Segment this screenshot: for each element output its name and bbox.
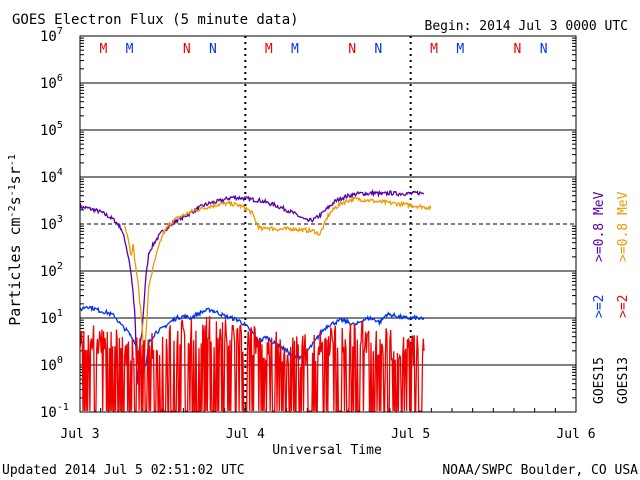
series-goes13-2-mev xyxy=(79,316,425,412)
series-group xyxy=(79,188,432,412)
y-label-sup-1: -2 xyxy=(7,205,18,217)
marker-n: N xyxy=(183,42,191,57)
y-label-s: s xyxy=(6,196,24,205)
marker-m: M xyxy=(265,42,273,57)
y-label-sup-3: -1 xyxy=(7,154,18,166)
legend-goes15: GOES15 xyxy=(592,357,607,404)
y-tick-label: 106 xyxy=(40,73,63,92)
y-label-sup-2: -1 xyxy=(7,184,18,196)
marker-m: M xyxy=(126,42,134,57)
x-tick-label: Jul 4 xyxy=(226,427,265,442)
legend-goes15-low: >=2 xyxy=(592,295,607,318)
y-axis-label: Particles cm-2s-1sr-1 xyxy=(6,154,24,326)
marker-m: M xyxy=(430,42,438,57)
marker-m: M xyxy=(291,42,299,57)
y-tick-label: 100 xyxy=(40,355,63,374)
legend-goes13: GOES13 xyxy=(616,357,631,404)
marker-m: M xyxy=(100,42,108,57)
y-tick-label: 10-1 xyxy=(40,402,69,421)
marker-n: N xyxy=(348,42,356,57)
series-goes15-0-8-mev xyxy=(79,188,425,385)
marker-n: N xyxy=(374,42,382,57)
y-tick-label: 105 xyxy=(40,120,63,139)
marker-n: N xyxy=(209,42,217,57)
x-tick-label: Jul 5 xyxy=(391,427,430,442)
marker-m: M xyxy=(456,42,464,57)
chart-title: GOES Electron Flux (5 minute data) xyxy=(12,12,299,28)
series-goes13-0-8-mev xyxy=(124,196,432,355)
legend-goes13-high: >=0.8 MeV xyxy=(616,191,631,262)
updated-time: Updated 2014 Jul 5 02:51:02 UTC xyxy=(2,463,245,478)
y-tick-label: 107 xyxy=(40,26,63,45)
begin-time: Begin: 2014 Jul 3 0000 UTC xyxy=(425,19,629,34)
x-tick-label: Jul 6 xyxy=(556,427,595,442)
credit: NOAA/SWPC Boulder, CO USA xyxy=(442,463,638,478)
y-label-sr: sr xyxy=(6,166,24,184)
y-tick-label: 104 xyxy=(40,167,63,186)
y-label-main: Particles cm xyxy=(6,217,24,325)
marker-n: N xyxy=(540,42,548,57)
plot-frame xyxy=(79,35,577,413)
y-tick-label: 101 xyxy=(40,308,63,327)
y-axis-ticks: 10-1 100 101 102 103 104 105 106 107 Jul 3 Jul 4 Ju… xyxy=(40,26,596,442)
y-tick-label: 102 xyxy=(40,261,63,280)
legend: >=2 >=2 >=0.8 MeV >=0.8 MeV GOES15 GOES1… xyxy=(592,191,631,404)
svg-text:Particles cm-2s-1sr-1: Particles cm-2s-1sr-1 xyxy=(6,154,24,326)
x-tick-label: Jul 3 xyxy=(60,427,99,442)
y-tick-label: 103 xyxy=(40,214,63,233)
legend-goes15-high: >=0.8 MeV xyxy=(592,191,607,262)
legend-goes13-low: >=2 xyxy=(616,295,631,318)
x-axis-label: Universal Time xyxy=(272,443,382,458)
marker-n: N xyxy=(514,42,522,57)
